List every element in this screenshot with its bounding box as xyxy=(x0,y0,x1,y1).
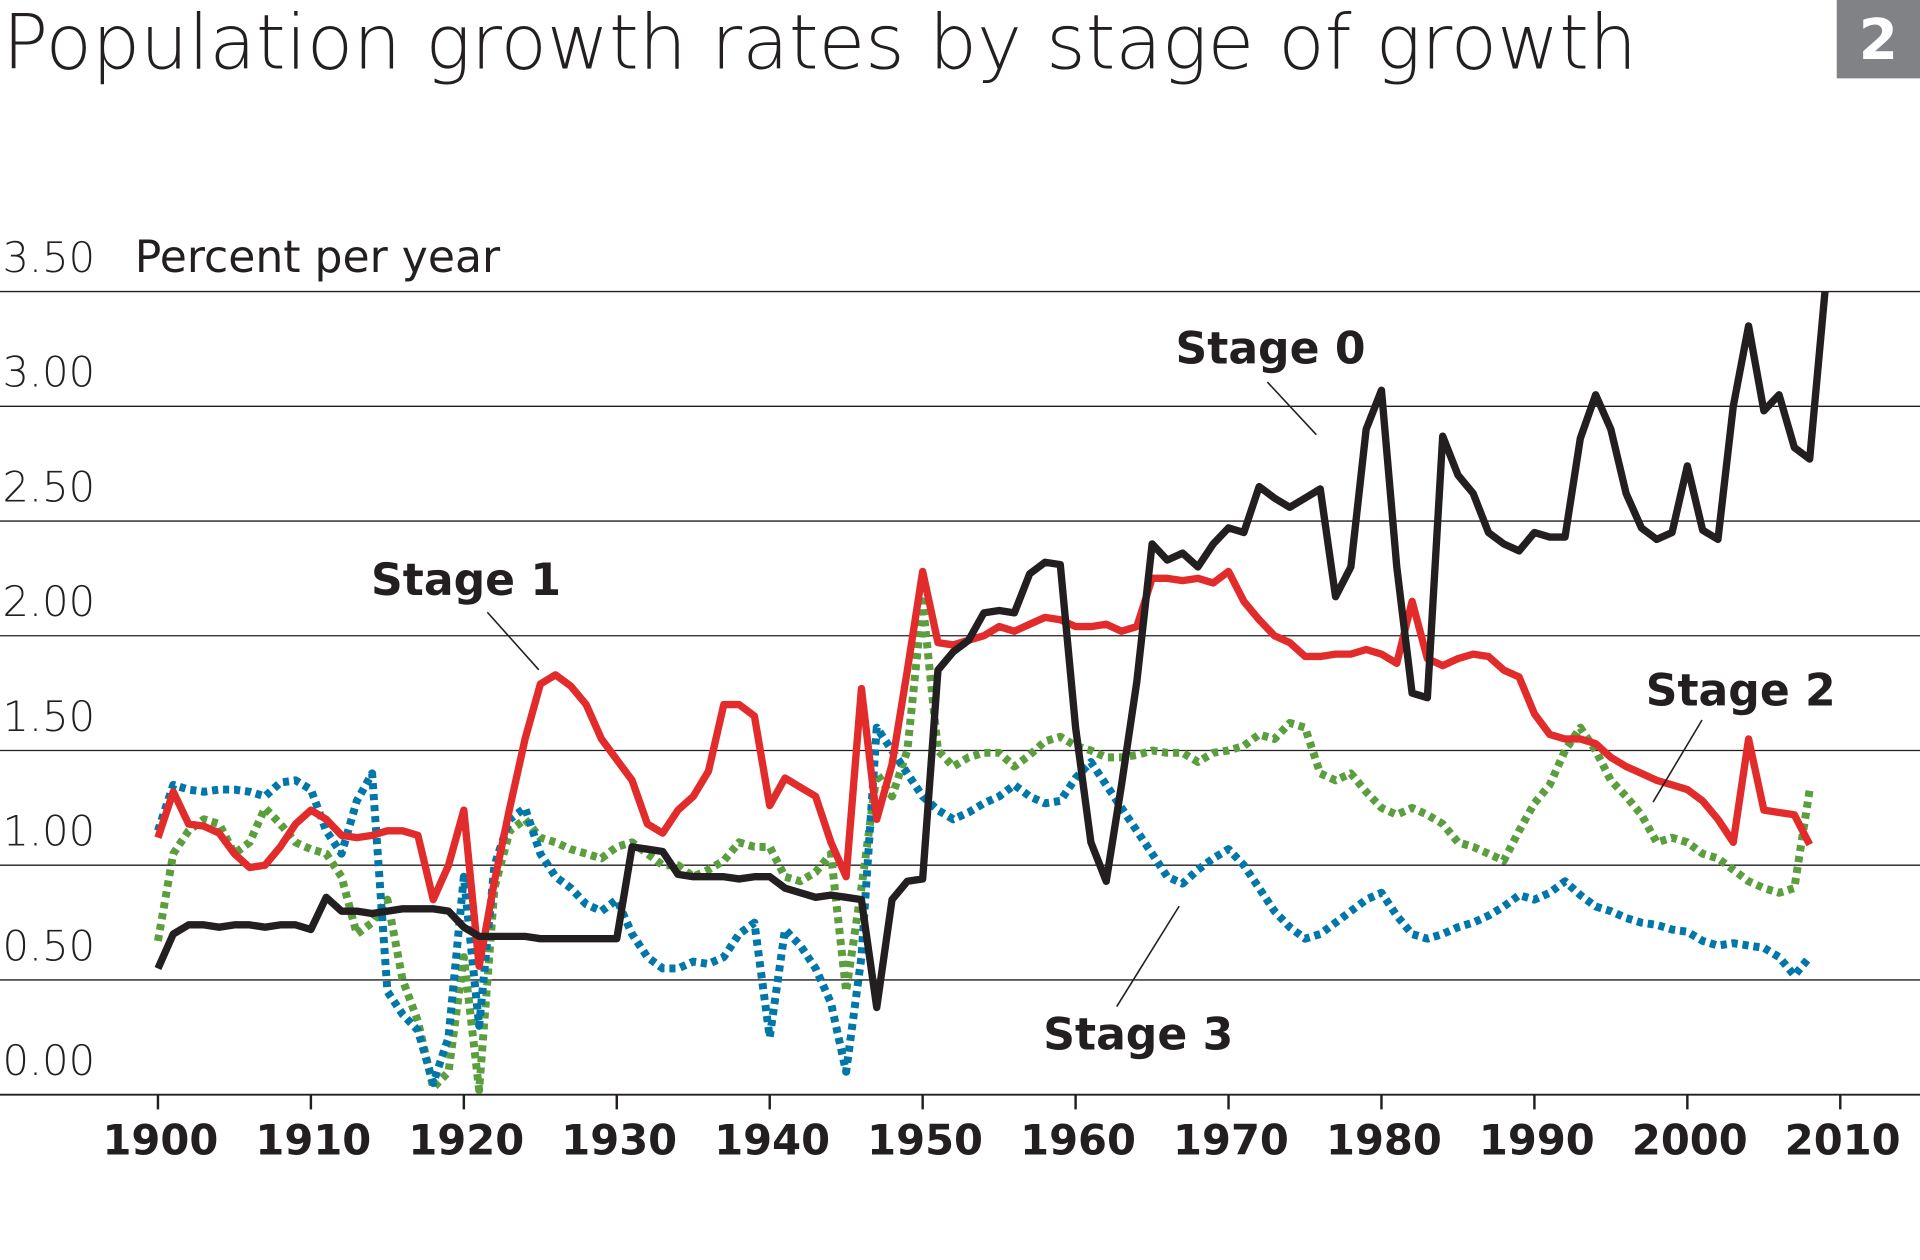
x-tick-label: 1980 xyxy=(1326,1116,1442,1165)
x-tick-label: 2000 xyxy=(1632,1116,1748,1165)
y-tick-labels: 0.00 0.50 1.00 1.50 2.00 2.50 3.00 3.50 xyxy=(2,233,95,1085)
badge: 2 xyxy=(1836,0,1920,79)
y-tick-label: 2.50 xyxy=(2,462,95,511)
label-stage-2: Stage 2 xyxy=(1646,665,1836,716)
y-axis-label: Percent per year xyxy=(135,232,501,283)
series-lines xyxy=(154,291,1829,1095)
x-tick-label: 1920 xyxy=(408,1116,524,1165)
x-tick-label: 1960 xyxy=(1020,1116,1136,1165)
x-tick-label: 1970 xyxy=(1173,1116,1289,1165)
series-stage-2 xyxy=(154,597,1814,1095)
y-tick-label: 1.50 xyxy=(2,692,95,741)
y-tick-label: 0.00 xyxy=(2,1036,95,1085)
x-tick-label: 1950 xyxy=(867,1116,983,1165)
series-stage-1 xyxy=(154,567,1813,970)
x-tick-label: 1990 xyxy=(1479,1116,1595,1165)
x-tick-label: 2010 xyxy=(1785,1116,1901,1165)
series-stage-0 xyxy=(154,291,1829,1012)
label-stage-1: Stage 1 xyxy=(371,555,561,606)
y-tick-label: 3.50 xyxy=(2,233,95,282)
y-tick-label: 0.50 xyxy=(2,921,95,970)
y-tick-label: 2.00 xyxy=(2,577,95,626)
x-axis: 1900 1910 1920 1930 1940 1950 1960 1970 1980 1990… xyxy=(102,1094,1901,1165)
x-tick-label: 1900 xyxy=(102,1116,218,1165)
chart-title: Population growth rates by stage of grow… xyxy=(2,0,1637,87)
x-tick-label: 1940 xyxy=(714,1116,830,1165)
series-stage-3 xyxy=(154,723,1813,1088)
annotations xyxy=(486,381,1703,1007)
y-tick-label: 1.00 xyxy=(2,807,95,856)
gridlines xyxy=(0,290,1920,1096)
label-stage-3: Stage 3 xyxy=(1043,1009,1233,1060)
badge-number: 2 xyxy=(1859,8,1898,73)
x-tick-label: 1910 xyxy=(255,1116,371,1165)
y-tick-label: 3.00 xyxy=(2,348,95,397)
label-stage-0: Stage 0 xyxy=(1176,324,1366,375)
x-tick-label: 1930 xyxy=(561,1116,677,1165)
